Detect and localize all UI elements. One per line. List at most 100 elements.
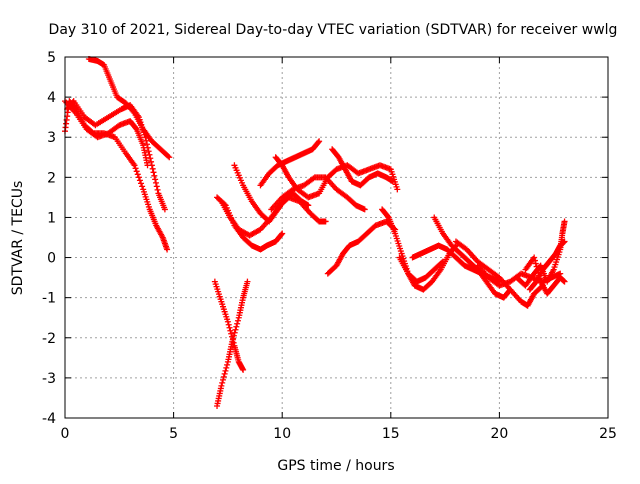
data-point [144,162,151,169]
data-point [164,246,171,253]
data-point [231,329,238,336]
data-point [220,373,227,380]
data-point [384,213,391,220]
data-point [152,179,159,186]
data-point [536,275,543,282]
data-point [226,324,233,331]
data-point [145,148,152,155]
data-point [149,165,156,172]
data-point [532,260,539,267]
data-point [232,326,239,333]
data-point [132,165,139,172]
data-point [230,332,237,339]
chart-title: Day 310 of 2021, Sidereal Day-to-day VTE… [49,22,618,38]
axes: 0 5 10 15 20 25 -4 -3 -2 -1 0 1 2 3 4 5 [42,50,617,442]
data-point [240,366,247,373]
y-tick-label: 0 [47,251,56,267]
data-point [230,335,237,342]
data-point [234,320,241,327]
data-points [62,56,568,409]
y-tick-label: -1 [42,291,56,307]
data-point [133,168,140,175]
data-point [229,338,236,345]
x-tick-label: 10 [273,426,291,442]
y-tick-label: -4 [42,411,56,427]
data-point [322,218,329,225]
y-axis-label: SDTVAR / TECUs [10,181,26,296]
data-point [151,172,158,179]
y-tick-label: 2 [47,170,56,186]
series-track-e [211,278,247,373]
data-point [148,158,155,165]
plot-frame [64,56,609,419]
series-track-c [85,56,173,161]
data-point [165,153,172,160]
data-point [130,108,137,115]
data-point [534,266,541,273]
data-point [152,176,159,183]
series-track-d [62,98,151,169]
data-point [394,186,401,193]
grid [65,57,608,418]
data-point [244,278,251,285]
data-point [561,278,568,285]
data-point [533,263,540,270]
data-point [305,202,312,209]
x-tick-label: 25 [599,426,617,442]
data-point [154,186,161,193]
data-point [225,321,232,328]
x-tick-label: 5 [169,426,178,442]
x-tick-label: 0 [61,426,70,442]
data-point [535,269,542,276]
data-point [531,257,538,264]
series-track-i [231,162,312,225]
data-point [234,317,241,324]
data-point [233,323,240,330]
data-point [536,272,543,279]
data-point [153,183,160,190]
data-point [222,367,229,374]
data-point [316,138,323,145]
data-point [219,379,226,386]
x-axis-label: GPS time / hours [277,458,394,474]
data-point [134,171,141,178]
data-point [279,230,286,237]
data-point [218,382,225,389]
data-point [161,206,168,213]
x-tick-label: 15 [382,426,400,442]
y-tick-label: -2 [42,331,56,347]
data-point [223,364,230,371]
data-point [143,141,150,148]
y-tick-label: -3 [42,371,56,387]
data-point [561,218,568,225]
series-track-f [214,278,251,409]
series-track-w [522,254,568,297]
data-point [138,180,145,187]
data-point [135,174,142,181]
data-point [139,183,146,190]
data-point [150,169,157,176]
data-point [221,370,228,377]
data-point [131,162,138,169]
data-point [315,139,322,146]
series-track-l [272,154,401,201]
data-point [224,318,231,325]
data-point [136,177,143,184]
series-track-r [431,214,514,301]
y-tick-label: 3 [47,130,56,146]
data-point [227,327,234,334]
data-point [531,254,538,261]
data-point [132,125,139,132]
y-tick-label: 4 [47,90,56,106]
data-point [389,178,396,185]
data-point [220,376,227,383]
data-point [166,154,173,161]
series-track-m [329,146,396,189]
series-track-p [396,242,459,293]
series-track-j [257,138,323,189]
data-point [278,231,285,238]
x-tick-label: 20 [490,426,508,442]
